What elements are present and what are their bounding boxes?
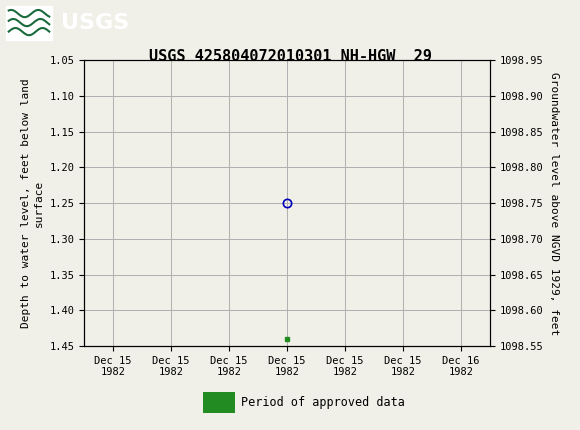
Text: USGS 425804072010301 NH-HGW  29: USGS 425804072010301 NH-HGW 29 xyxy=(148,49,432,64)
Text: Period of approved data: Period of approved data xyxy=(241,396,405,408)
Bar xyxy=(6,6,52,40)
Y-axis label: Depth to water level, feet below land
surface: Depth to water level, feet below land su… xyxy=(21,78,44,328)
Y-axis label: Groundwater level above NGVD 1929, feet: Groundwater level above NGVD 1929, feet xyxy=(549,71,559,335)
Text: USGS: USGS xyxy=(61,12,129,33)
Bar xyxy=(203,392,235,413)
